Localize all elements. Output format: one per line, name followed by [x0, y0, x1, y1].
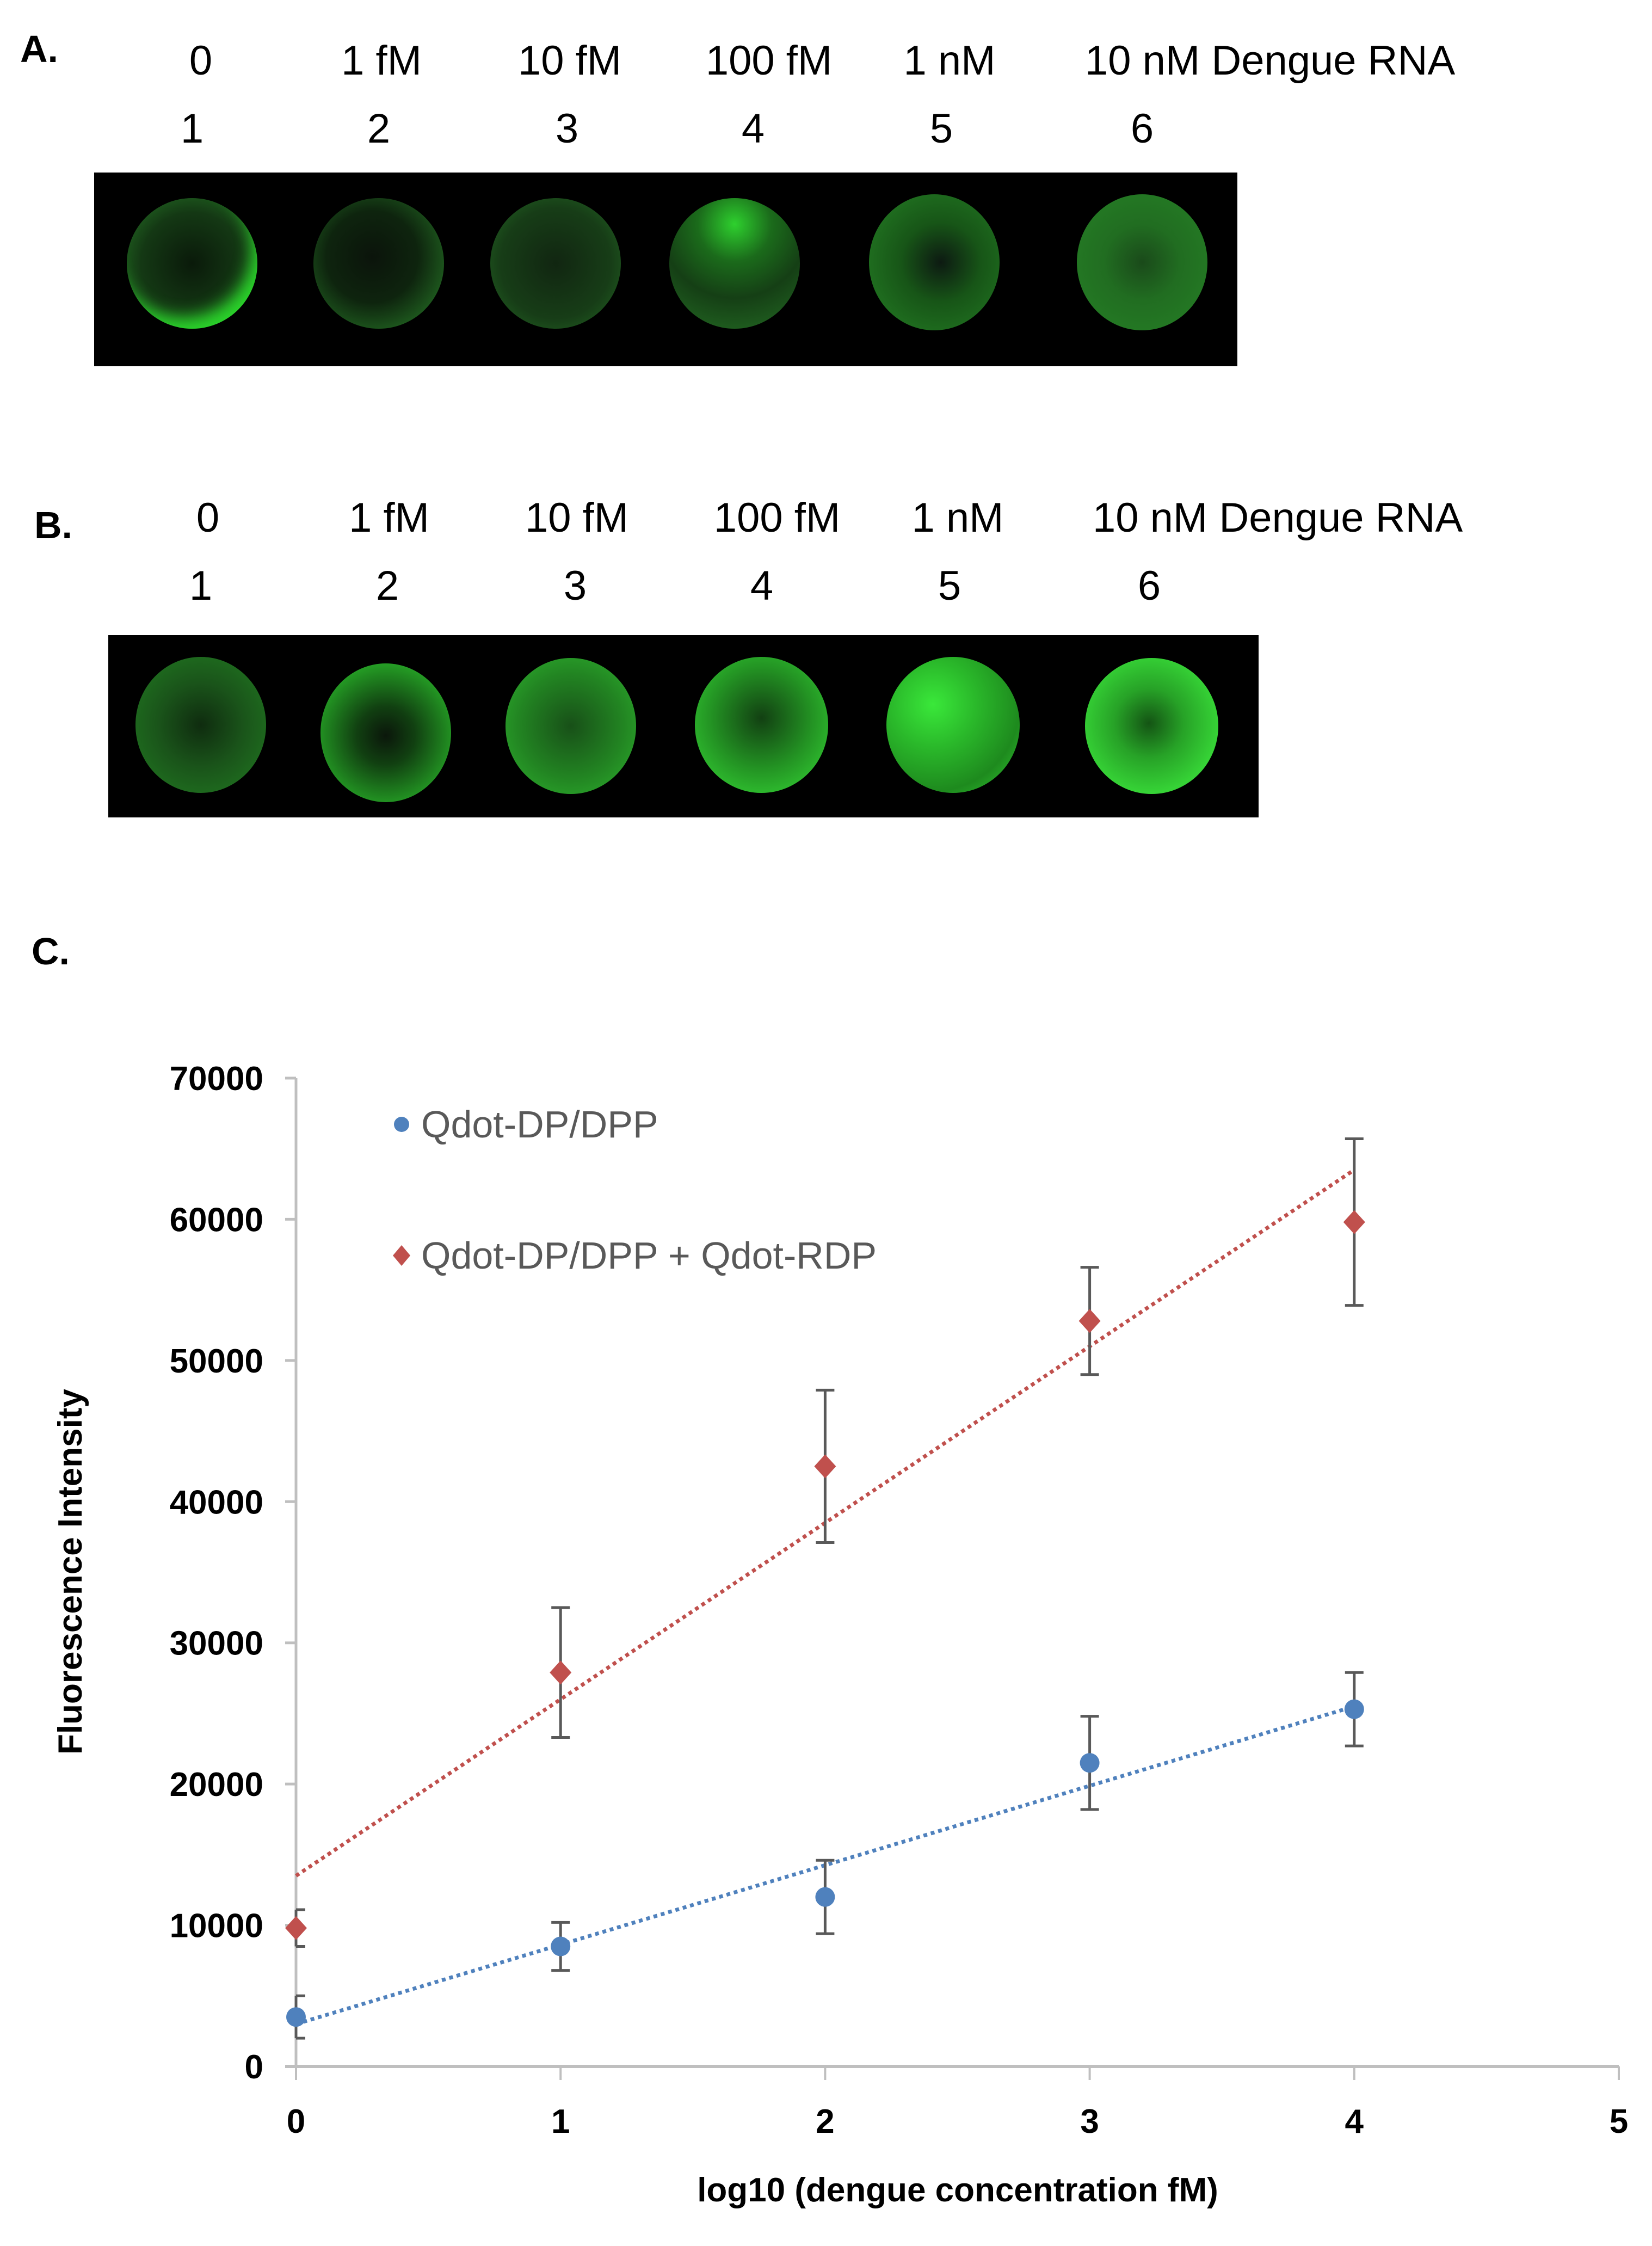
panel-a-concentration-3: 100 fM — [705, 38, 833, 84]
y-tick-label: 0 — [245, 2048, 263, 2086]
panel-b-well-1 — [135, 657, 266, 793]
panel-a-letter: A. — [20, 28, 58, 70]
panel-a-lane-4: 4 — [741, 106, 765, 152]
legend-label: Qdot-DP/DPP — [421, 1103, 658, 1146]
trendline-0 — [295, 1705, 1355, 2026]
data-point-diamond — [814, 1454, 836, 1479]
panel-a-lane-3: 3 — [555, 106, 579, 152]
data-point-circle — [286, 2007, 306, 2027]
panel-a-concentration-5: 10 nM Dengue RNA — [1085, 38, 1456, 84]
data-point-circle — [1344, 1699, 1364, 1719]
panel-a-well-3 — [490, 198, 621, 329]
panel-b-concentration-5: 10 nM Dengue RNA — [1093, 495, 1463, 541]
x-tick-label: 4 — [1345, 2103, 1364, 2140]
panel-a-fluorescence-image — [94, 173, 1237, 366]
panel-b-well-4 — [695, 657, 828, 793]
panel-a-well-5 — [869, 194, 1000, 330]
x-tick-label: 3 — [1080, 2103, 1099, 2140]
legend: Qdot-DP/DPP Qdot-DP/DPP + Qdot-RDP — [393, 1103, 877, 1277]
panel-b-concentration-1: 1 fM — [349, 495, 429, 541]
x-axis-label: log10 (dengue concentration fM) — [697, 2171, 1218, 2209]
panel-a-well-2 — [313, 198, 444, 329]
legend-marker-circle-icon — [394, 1117, 409, 1132]
panel-a-lane-1: 1 — [180, 106, 204, 152]
legend-marker-diamond-icon — [393, 1245, 410, 1266]
panel-a-lane-5: 5 — [929, 106, 953, 152]
x-tick-label: 2 — [816, 2103, 834, 2140]
panel-b-fluorescence-image — [108, 635, 1259, 817]
panel-a-concentration-0: 0 — [189, 38, 213, 84]
y-tick-label: 10000 — [170, 1907, 263, 1945]
y-axis-label: Fluorescence Intensity — [52, 1389, 89, 1755]
panel-b-well-3 — [506, 658, 636, 794]
panel-a-concentration-1: 1 fM — [341, 38, 422, 84]
y-axis: 0 10000 20000 30000 40000 50000 60000 70000 — [170, 1060, 298, 2086]
y-tick-label: 30000 — [170, 1625, 263, 1663]
panel-c-letter: C. — [32, 930, 70, 973]
panel-b-lane-5: 5 — [938, 563, 961, 609]
y-tick-label: 20000 — [170, 1766, 263, 1804]
data-point-circle — [1080, 1753, 1100, 1773]
panel-a-well-1 — [127, 198, 257, 329]
panel-b-lane-2: 2 — [375, 563, 399, 609]
panel-a-concentration-2: 10 fM — [517, 38, 622, 84]
data-points — [285, 1210, 1365, 2027]
panel-a-well-6 — [1077, 194, 1207, 330]
data-point-circle — [551, 1936, 571, 1956]
data-point-diamond — [285, 1916, 307, 1940]
panel-b-lane-1: 1 — [189, 563, 213, 609]
x-tick-label: 5 — [1610, 2103, 1628, 2140]
y-tick-label: 70000 — [170, 1060, 263, 1098]
y-tick-label: 60000 — [170, 1201, 263, 1239]
y-tick-label: 40000 — [170, 1484, 263, 1521]
panel-b-concentration-2: 10 fM — [525, 495, 629, 541]
panel-a-lane-2: 2 — [367, 106, 391, 152]
x-tick-label: 0 — [287, 2103, 305, 2140]
panel-b-well-6 — [1085, 658, 1218, 794]
panel-b-lane-3: 3 — [563, 563, 587, 609]
data-point-circle — [815, 1887, 835, 1907]
panel-b-concentration-0: 0 — [196, 495, 220, 541]
y-tick-label: 50000 — [170, 1343, 263, 1380]
panel-a-concentration-4: 1 nM — [903, 38, 996, 84]
data-point-diamond — [1343, 1210, 1365, 1234]
x-tick-label: 1 — [551, 2103, 570, 2140]
panel-b-lane-4: 4 — [750, 563, 774, 609]
panel-b-letter: B. — [34, 504, 72, 546]
x-axis: 0 1 2 3 4 5 — [285, 2065, 1628, 2140]
panel-b-well-5 — [886, 657, 1020, 793]
data-point-diamond — [550, 1660, 572, 1685]
legend-label: Qdot-DP/DPP + Qdot-RDP — [421, 1234, 877, 1277]
data-point-diamond — [1078, 1309, 1101, 1333]
panel-a-lane-6: 6 — [1130, 106, 1154, 152]
panel-b-concentration-4: 1 nM — [911, 495, 1004, 541]
panel-b-lane-6: 6 — [1137, 563, 1161, 609]
panel-b-concentration-3: 100 fM — [713, 495, 841, 541]
panel-b-well-2 — [320, 663, 451, 802]
panel-a-well-4 — [669, 198, 800, 329]
